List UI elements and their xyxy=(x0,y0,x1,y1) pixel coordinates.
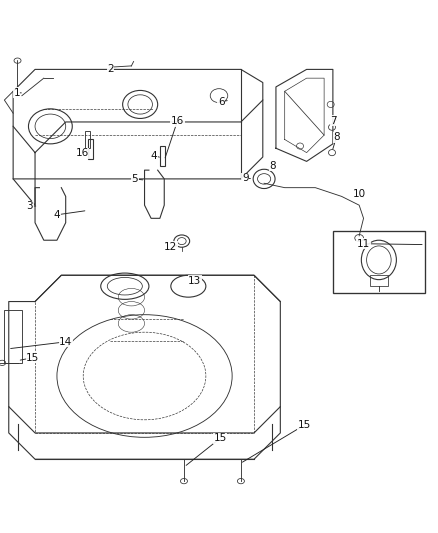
Text: 1: 1 xyxy=(13,87,20,98)
Text: 15: 15 xyxy=(214,433,227,443)
Text: 6: 6 xyxy=(218,97,225,107)
Text: 2: 2 xyxy=(107,63,114,74)
Bar xyxy=(88,140,93,159)
Bar xyxy=(333,231,425,293)
Text: 14: 14 xyxy=(59,337,72,347)
Bar xyxy=(160,146,165,166)
Text: 12: 12 xyxy=(164,242,177,252)
Text: 8: 8 xyxy=(333,132,340,142)
Text: 4: 4 xyxy=(53,210,60,220)
Text: 4: 4 xyxy=(151,151,158,160)
Text: 16: 16 xyxy=(171,116,184,126)
Text: 10: 10 xyxy=(353,189,366,199)
Text: 16: 16 xyxy=(76,148,89,158)
Bar xyxy=(4,310,22,363)
Text: 3: 3 xyxy=(26,201,33,211)
Text: 5: 5 xyxy=(131,174,138,184)
Text: 15: 15 xyxy=(26,353,39,362)
Bar xyxy=(85,131,90,148)
Text: 9: 9 xyxy=(242,173,249,183)
Text: 7: 7 xyxy=(330,116,337,126)
Bar xyxy=(370,275,388,286)
Text: 15: 15 xyxy=(298,420,311,430)
Text: 13: 13 xyxy=(188,276,201,286)
Text: 11: 11 xyxy=(357,239,370,249)
Text: 8: 8 xyxy=(269,161,276,171)
